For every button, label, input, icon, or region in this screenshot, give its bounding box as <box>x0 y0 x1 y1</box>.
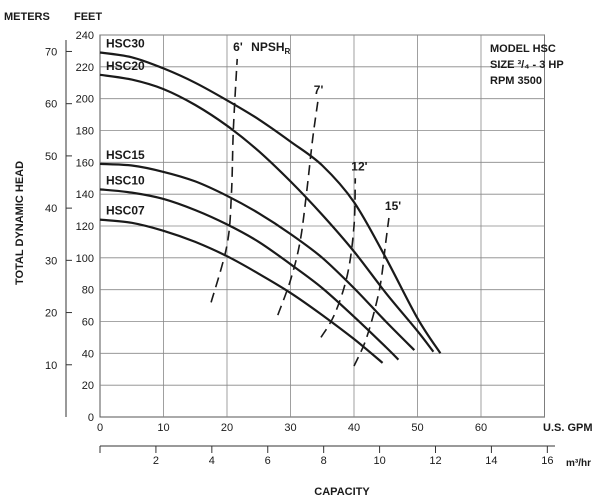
feet-tick-label: 220 <box>76 62 94 74</box>
pump-curve-label: HSC30 <box>106 37 145 51</box>
y-axis-label: TOTAL DYNAMIC HEAD <box>14 161 26 285</box>
feet-tick-label: 80 <box>82 285 94 297</box>
npsh-curve-label: 12' <box>351 159 367 173</box>
feet-tick-label: 0 <box>88 412 94 424</box>
npsh-curves: 6' 7' 12' 15' NPSHR <box>210 40 401 367</box>
npsh-label: NPSHR <box>251 40 290 56</box>
npsh-curve <box>320 178 357 338</box>
m3hr-tick-label: 4 <box>209 455 215 467</box>
feet-tick-label: 160 <box>76 157 94 169</box>
pump-curve-hsc15 <box>99 162 416 351</box>
x-units-gpm-label: U.S. GPM <box>543 422 593 434</box>
feet-tick-label: 120 <box>76 221 94 233</box>
feet-tick-label: 240 <box>76 30 94 42</box>
meters-tick-label: 30 <box>45 255 57 267</box>
pump-curve-label: HSC10 <box>106 173 145 187</box>
m3hr-tick-label: 6 <box>265 455 271 467</box>
gpm-tick-label: 10 <box>157 422 169 434</box>
feet-tick-label: 100 <box>76 253 94 265</box>
feet-tick-label: 40 <box>82 348 94 360</box>
gpm-tick-label: 0 <box>97 422 103 434</box>
gpm-tick-label: 30 <box>284 422 296 434</box>
m3hr-tick-label: 14 <box>485 455 497 467</box>
npsh-label-subscript: R <box>285 47 291 56</box>
npsh-curve <box>277 101 319 316</box>
feet-tick-label: 180 <box>76 126 94 138</box>
axes <box>65 40 555 453</box>
feet-tick-label: 60 <box>82 317 94 329</box>
m3hr-tick-label: 16 <box>541 455 553 467</box>
npsh-curve-label: 15' <box>385 199 401 213</box>
m3hr-tick-label: 12 <box>429 455 441 467</box>
pump-curve-hsc30 <box>99 51 442 354</box>
m3hr-tick-label: 10 <box>373 455 385 467</box>
meters-tick-label: 60 <box>45 99 57 111</box>
meters-tick-label: 40 <box>45 203 57 215</box>
pump-curve-hsc10 <box>99 188 400 361</box>
npsh-curve-label: 7' <box>314 83 324 97</box>
x-axis-label: CAPACITY <box>314 486 370 498</box>
meters-tick-label: 70 <box>45 46 57 58</box>
npsh-curve <box>210 58 238 303</box>
feet-tick-label: 20 <box>82 380 94 392</box>
gpm-tick-label: 50 <box>411 422 423 434</box>
tick-labels: 1020304050607002040608010012014016018020… <box>45 30 553 467</box>
gpm-tick-label: 40 <box>348 422 360 434</box>
x-units-m3hr-label: m³/hr <box>566 458 591 469</box>
pump-curve-label: HSC20 <box>106 59 145 73</box>
m3hr-tick-label: 8 <box>321 455 327 467</box>
y-units-left-label: METERS <box>4 11 50 23</box>
npsh-curve-label: 6' <box>233 40 243 54</box>
model-title-line-2: SIZE ³/₄ - 3 HP <box>490 59 564 71</box>
pump-curve-hsc07 <box>99 218 384 364</box>
pump-curve-label: HSC15 <box>106 148 145 162</box>
meters-tick-label: 10 <box>45 360 57 372</box>
gpm-tick-label: 20 <box>221 422 233 434</box>
meters-tick-label: 50 <box>45 151 57 163</box>
npsh-curve <box>353 217 390 367</box>
y-units-right-label: FEET <box>74 11 102 23</box>
feet-tick-label: 200 <box>76 94 94 106</box>
model-title-line-3: RPM 3500 <box>490 75 542 87</box>
performance-curves: HSC30 HSC20 HSC15 HSC10 HSC07 <box>99 37 442 364</box>
m3hr-tick-label: 2 <box>153 455 159 467</box>
model-title-line-1: MODEL HSC <box>490 43 556 55</box>
meters-tick-label: 20 <box>45 308 57 320</box>
pump-curve-label: HSC07 <box>106 204 145 218</box>
feet-tick-label: 140 <box>76 189 94 201</box>
pump-curve-hsc20 <box>99 73 435 353</box>
gpm-tick-label: 60 <box>475 422 487 434</box>
